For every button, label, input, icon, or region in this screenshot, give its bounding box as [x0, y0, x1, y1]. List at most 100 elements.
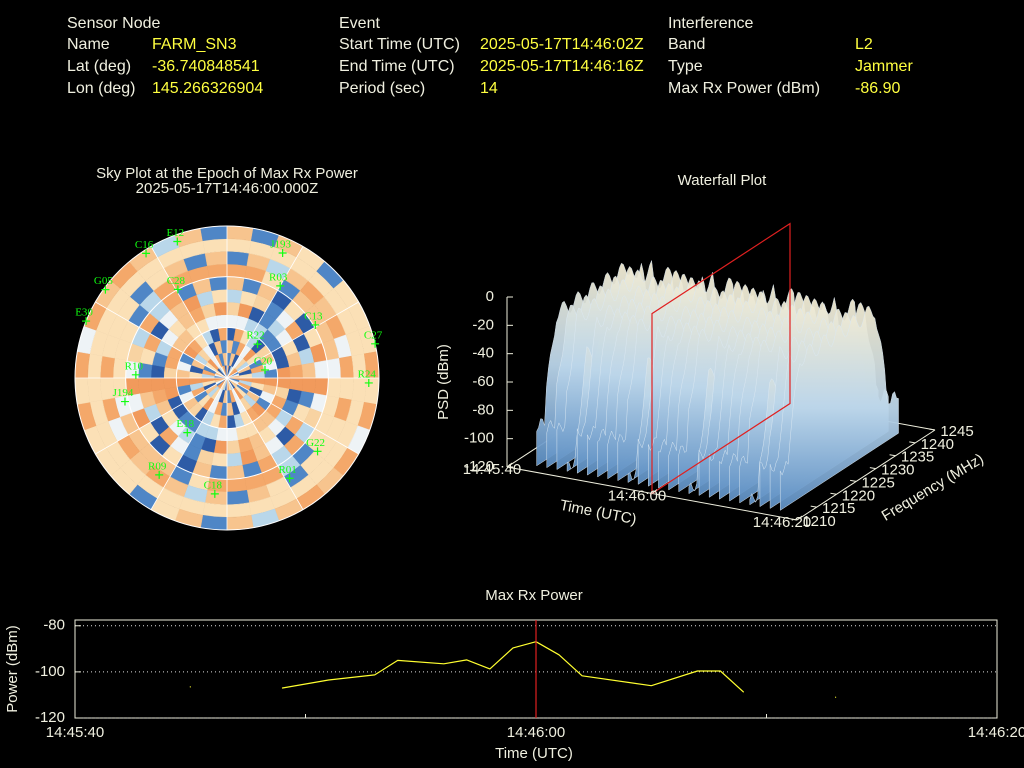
chart-title: Sky Plot at the Epoch of Max Rx Power: [96, 165, 358, 182]
heat-cell: [326, 357, 342, 379]
field-value: -36.740848541: [152, 58, 260, 75]
heat-cell: [226, 477, 248, 493]
z-axis-label: PSD (dBm): [435, 344, 452, 420]
satellite-marker: [260, 365, 269, 374]
z-tick-label: 0: [486, 288, 494, 305]
chart-title: Waterfall Plot: [678, 172, 767, 189]
azimuth-line: [226, 246, 304, 379]
y-tick-label: 1225: [861, 474, 894, 491]
x-tick: [796, 515, 803, 521]
satellite-marker: [210, 489, 219, 498]
satellite-label: J193: [270, 239, 291, 251]
z-tick-label: -80: [472, 401, 494, 418]
heat-cell: [209, 465, 228, 480]
heat-cell: [351, 377, 367, 403]
y-tick-label: 1235: [901, 449, 934, 466]
y-tick: [850, 479, 857, 482]
z-tick-label: -20: [472, 316, 494, 333]
heat-cell: [301, 362, 316, 379]
y-tick: [909, 441, 916, 444]
heat-cell: [226, 465, 245, 480]
heat-cell: [204, 251, 228, 266]
power-line: [189, 641, 837, 698]
section-title: Sensor Node: [67, 15, 160, 32]
heat-cell: [74, 377, 91, 405]
satellite-label: E18: [176, 418, 194, 430]
section-title: Interference: [668, 15, 753, 32]
frequency-axis: [796, 429, 936, 521]
heat-cell: [226, 263, 248, 279]
azimuth-line: [226, 377, 304, 510]
heat-cell: [226, 490, 250, 505]
field-label: Period (sec): [339, 80, 425, 97]
satellite-label: G05: [94, 275, 113, 287]
x-tick: [506, 462, 513, 468]
y-tick-label: -120: [35, 709, 65, 726]
y-tick: [928, 428, 936, 431]
field-value: FARM_SN3: [152, 36, 237, 53]
satellite-label: C18: [204, 479, 223, 491]
satellite-label: R10: [125, 360, 144, 372]
heat-cell: [202, 238, 228, 254]
y-tick: [889, 454, 896, 457]
chart-title: Max Rx Power: [485, 587, 583, 604]
y-tick-label: 1215: [822, 500, 855, 517]
heat-cell: [314, 377, 329, 396]
heat-cell: [226, 251, 250, 266]
heat-cell: [363, 377, 380, 405]
heat-cell: [202, 502, 228, 518]
heat-cell: [200, 514, 228, 531]
field-label: Max Rx Power (dBm): [668, 80, 820, 97]
field-label: Type: [668, 58, 703, 75]
satellite-marker: [101, 285, 110, 294]
heat-cell: [87, 377, 103, 403]
satellite-marker: [183, 428, 192, 437]
field-value: 2025-05-17T14:46:16Z: [480, 58, 644, 75]
x-tick-label: 14:46:20: [968, 724, 1024, 741]
satellite-marker: [120, 397, 129, 406]
x-axis-label: Time (UTC): [495, 745, 573, 762]
satellite-marker: [82, 317, 91, 326]
field-label: Lat (deg): [67, 58, 131, 75]
heat-cell: [226, 427, 239, 442]
satellite-label: J194: [113, 387, 134, 399]
y-tick: [830, 492, 837, 495]
heat-cell: [226, 225, 254, 242]
z-tick-label: -40: [472, 345, 494, 362]
azimuth-line: [95, 301, 228, 379]
x-tick-label: 14:46:00: [608, 487, 666, 504]
heat-cell: [339, 377, 354, 401]
psd-surface: [536, 259, 899, 511]
satellite-label: E12: [166, 227, 184, 239]
satellite-marker: [364, 378, 373, 387]
satellite-marker: [278, 249, 287, 258]
heat-cell: [74, 351, 91, 379]
azimuth-line: [150, 246, 228, 379]
field-value: Jammer: [855, 58, 913, 75]
azimuth-line: [226, 377, 359, 455]
heat-cell: [326, 377, 342, 399]
heat-cell: [276, 366, 291, 379]
satellite-label: E30: [75, 307, 93, 319]
azimuth-line: [95, 377, 228, 455]
satellite-marker: [313, 447, 322, 456]
y-tick-label: 1240: [921, 436, 954, 453]
satellite-marker: [371, 339, 380, 348]
section-title: Event: [339, 15, 380, 32]
field-label: Band: [668, 36, 705, 53]
satellite-marker: [173, 285, 182, 294]
y-tick: [790, 518, 798, 521]
heat-cell: [215, 314, 228, 329]
satellite-label: C20: [254, 355, 273, 367]
y-tick-label: 1220: [842, 487, 875, 504]
satellite-marker: [285, 474, 294, 483]
heat-cell: [211, 452, 228, 467]
heat-cell: [226, 502, 252, 518]
field-value: 14: [480, 80, 498, 97]
satellite-label: R01: [278, 464, 296, 476]
surface-slice: [779, 305, 899, 511]
satellite-label: R24: [358, 368, 377, 380]
heat-cell: [87, 353, 103, 379]
satellite-label: C16: [135, 239, 154, 251]
